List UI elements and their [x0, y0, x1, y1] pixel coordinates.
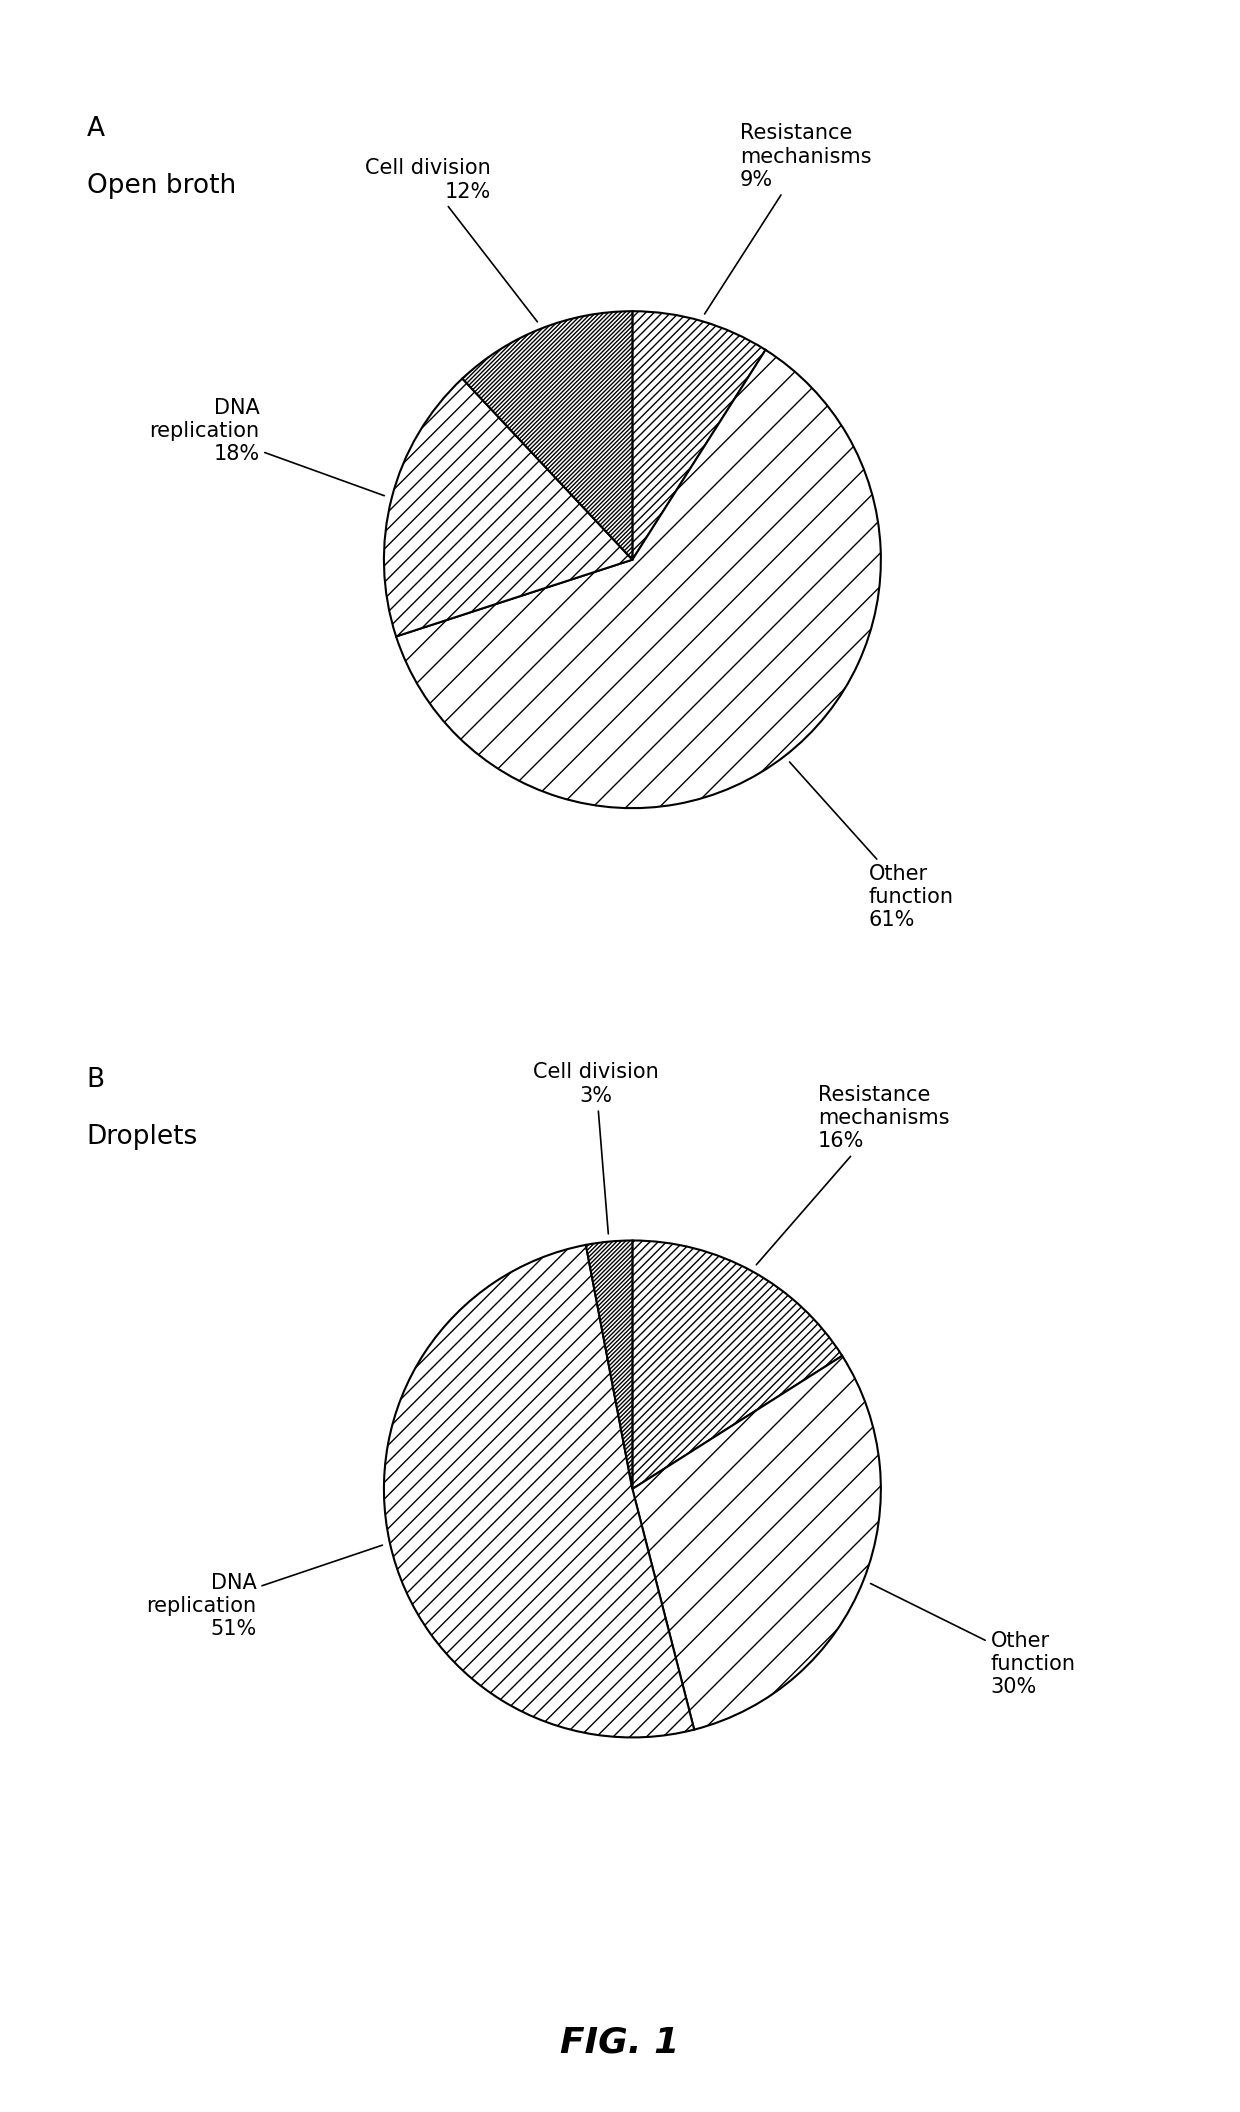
Wedge shape — [585, 1240, 632, 1489]
Text: Cell division
3%: Cell division 3% — [533, 1062, 658, 1233]
Text: Resistance
mechanisms
9%: Resistance mechanisms 9% — [704, 122, 872, 315]
Text: Other
function
61%: Other function 61% — [790, 762, 954, 931]
Text: B: B — [87, 1067, 105, 1092]
Text: Cell division
12%: Cell division 12% — [365, 158, 537, 321]
Wedge shape — [384, 1244, 694, 1738]
Wedge shape — [632, 1240, 842, 1489]
Text: DNA
replication
18%: DNA replication 18% — [149, 397, 384, 496]
Text: Other
function
30%: Other function 30% — [870, 1584, 1075, 1698]
Text: DNA
replication
51%: DNA replication 51% — [146, 1546, 382, 1639]
Wedge shape — [463, 310, 632, 560]
Wedge shape — [396, 351, 880, 809]
Text: FIG. 1: FIG. 1 — [560, 2025, 680, 2059]
Text: Open broth: Open broth — [87, 173, 236, 199]
Wedge shape — [632, 1356, 880, 1730]
Text: A: A — [87, 116, 105, 142]
Wedge shape — [632, 310, 765, 560]
Text: Droplets: Droplets — [87, 1124, 198, 1149]
Wedge shape — [384, 378, 632, 636]
Text: Resistance
mechanisms
16%: Resistance mechanisms 16% — [756, 1086, 950, 1265]
